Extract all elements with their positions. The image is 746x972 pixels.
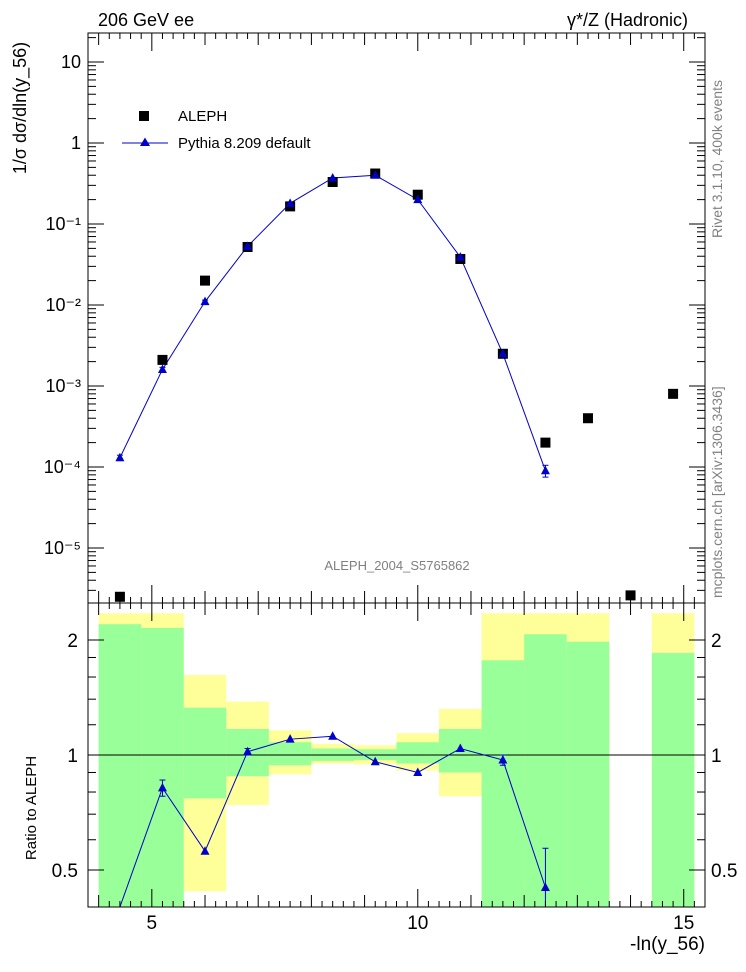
ratio-mc-point (540, 882, 550, 891)
mc-point (498, 348, 508, 358)
ratio-ytick-label: 1 (67, 746, 78, 767)
main-ylabel: 1/σ dσ/dln(y_56) (10, 42, 31, 174)
band-inner (268, 742, 312, 766)
main-ytick-label: 1 (71, 133, 81, 153)
ratio-ytick-label-right: 0.5 (711, 861, 737, 882)
header-left: 206 GeV ee (98, 10, 194, 30)
header-right: γ*/Z (Hadronic) (567, 10, 688, 30)
mc-point (413, 194, 423, 204)
ratio-mc-point (455, 743, 465, 752)
band-inner (481, 660, 525, 907)
mc-point (157, 364, 167, 373)
legend-aleph-label: ALEPH (178, 108, 227, 125)
mc-point (455, 252, 465, 261)
ratio-xtick-label: 15 (673, 913, 694, 934)
data-point (200, 275, 211, 286)
ratio-mc-point (243, 746, 253, 756)
legend-pythia-label: Pythia 8.209 default (178, 135, 311, 152)
mc-point (115, 452, 125, 462)
ratio-ylabel: Ratio to ALEPH (23, 756, 40, 860)
ratio-panel: 0.5 0.5 1 1 2 2 5 10 15 Ratio to ALEPH -ln(y_56) (23, 602, 737, 955)
ratio-xlabel: -ln(y_56) (630, 934, 705, 955)
band-inner (183, 707, 227, 799)
ratio-xtick-label: 5 (147, 913, 158, 934)
legend-pythia-marker (140, 137, 150, 146)
band-inner (566, 641, 610, 907)
data-point (327, 177, 338, 188)
rivet-label: Rivet 3.1.10, 400k events (709, 80, 725, 238)
data-point (114, 591, 125, 602)
ratio-mc-point (200, 846, 210, 855)
ratio-mc-point (328, 731, 338, 740)
data-point (668, 388, 679, 399)
band-inner (651, 652, 695, 907)
data-point (582, 413, 593, 424)
ratio-ytick-label-right: 2 (711, 631, 722, 652)
legend: ALEPH Pythia 8.209 default (122, 108, 311, 152)
mc-point (285, 198, 295, 207)
data-point (540, 437, 551, 448)
ratio-mc-point (413, 767, 423, 776)
main-ytick-label: 10⁻¹ (45, 214, 81, 234)
ratio-mc-point (157, 782, 167, 792)
ratio-ytick-label-right: 1 (711, 746, 722, 767)
mcplots-label: mcplots.cern.ch [arXiv:1306.3436] (709, 386, 725, 598)
legend-aleph-marker (139, 111, 149, 121)
ratio-xtick-label: 10 (407, 913, 428, 934)
ratio-mc-point (370, 756, 380, 766)
mc-point (328, 172, 338, 182)
mc-point (200, 296, 210, 306)
main-ytick-label: 10⁻⁴ (44, 457, 81, 477)
mc-point (243, 241, 253, 250)
band-inner (141, 628, 184, 907)
ratio-xlabel-text: -ln(y_56) (630, 934, 705, 955)
ratio-ytick-label: 2 (67, 631, 78, 652)
ratio-ytick-label: 0.5 (52, 861, 78, 882)
mc-point (540, 465, 550, 475)
main-ytick-label: 10 (61, 52, 81, 72)
main-ytick-label: 10⁻³ (45, 376, 81, 396)
band-inner (98, 624, 142, 907)
main-panel: 10 1 10⁻¹ 10⁻² 10⁻³ 10⁻⁴ 10⁻⁵ ALEPH_2004_S5765… (10, 32, 706, 604)
main-ytick-label: 10⁻² (45, 295, 81, 315)
band-inner (396, 742, 440, 764)
mc-point (370, 170, 380, 179)
main-ylabel-text: 1/σ dσ/dln(y_56) (10, 42, 31, 174)
analysis-label: ALEPH_2004_S5765862 (324, 558, 469, 573)
ratio-mc-point (285, 734, 295, 743)
ratio-mc-point (498, 755, 508, 764)
main-ytick-label: 10⁻⁵ (44, 538, 81, 558)
data-point (157, 354, 168, 365)
